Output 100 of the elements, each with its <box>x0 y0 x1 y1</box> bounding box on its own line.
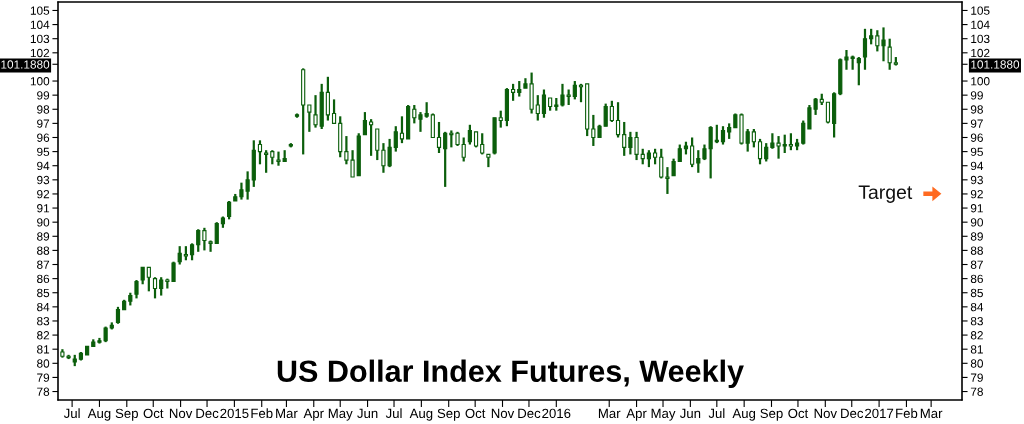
x-tick-label: May <box>328 408 353 421</box>
y2-tick-label: 88 <box>970 246 983 255</box>
x-tick-label: Aug <box>87 408 111 421</box>
x-tick-label: May <box>651 408 676 421</box>
candlestick <box>665 166 670 196</box>
candlestick <box>443 130 448 188</box>
y2-tick-label: 81 <box>970 345 983 354</box>
x-tick-label: Apr <box>626 408 647 421</box>
candlestick <box>690 136 695 169</box>
candlestick <box>325 75 330 122</box>
candlestick <box>541 88 547 119</box>
y-tick-label: 95 <box>37 147 50 156</box>
candlestick <box>782 133 787 155</box>
y2-tick-label: 101.1880 <box>971 60 1020 69</box>
y2-tick-label: 94 <box>970 161 984 171</box>
y2-tick-label: 91 <box>970 204 983 213</box>
y-tick-label: 79 <box>37 373 50 382</box>
candlestick <box>659 147 664 180</box>
y2-tick-label: 80 <box>970 359 983 368</box>
y-tick-label: 96 <box>37 133 50 142</box>
candlestick <box>152 276 158 300</box>
y-tick-label: 99 <box>37 91 50 100</box>
y-tick-label: 87 <box>37 260 50 269</box>
y2-tick-label: 95 <box>970 147 983 156</box>
y2-tick-label: 87 <box>970 260 983 269</box>
x-tick-label: Apr <box>303 408 324 421</box>
candlestick <box>177 245 182 266</box>
candlestick <box>615 101 621 139</box>
y2-tick-label: 78 <box>970 387 983 396</box>
candlestick <box>461 136 466 163</box>
y-tick-label: 80 <box>37 359 50 368</box>
y-tick-label: 81 <box>37 345 50 354</box>
y2-tick-label: 82 <box>970 331 983 340</box>
y2-tick-label: 79 <box>970 373 983 382</box>
x-tick-label: Nov <box>491 408 515 419</box>
x-tick-label: Feb <box>251 408 273 419</box>
y2-tick-label: 84 <box>970 302 984 312</box>
y-tick-label: 102 <box>30 48 50 58</box>
y-tick-label: 78 <box>37 387 50 396</box>
candlestick <box>764 142 769 163</box>
y-tick-label: 97 <box>37 119 50 128</box>
candlestick <box>535 94 540 122</box>
x-tick-label: Sep <box>115 408 138 421</box>
x-tick-label: Oct <box>465 408 486 419</box>
y-tick-label: 83 <box>37 317 50 326</box>
candlestick <box>307 103 312 133</box>
y-tick-label: 91 <box>37 204 50 213</box>
candlestick <box>436 120 442 155</box>
candlestick <box>362 110 368 136</box>
candlestick <box>196 228 201 253</box>
y2-tick-label: 105 <box>971 6 990 15</box>
y-tick-label: 92 <box>37 189 50 199</box>
candlestick <box>467 123 472 146</box>
x-tick-label: Sep <box>760 408 783 421</box>
candlestick <box>368 118 374 157</box>
y-tick-label: 105 <box>30 6 50 15</box>
candlestick <box>264 149 269 174</box>
candlestick <box>313 94 318 129</box>
candlestick <box>696 149 701 174</box>
text: US Dollar Index Futures, Weekly <box>277 359 744 389</box>
y2-tick-label: 103 <box>971 34 990 44</box>
y2-tick-label: 83 <box>970 317 983 326</box>
candlestick <box>720 125 726 146</box>
candlestick <box>751 127 756 149</box>
x-tick-label: Jun <box>679 408 701 419</box>
candlestick <box>430 112 435 139</box>
y-tick-label: 98 <box>37 105 50 114</box>
candlestick <box>856 55 861 87</box>
y2-tick-label: 89 <box>970 232 983 241</box>
y-tick-label: 103 <box>30 34 50 44</box>
x-tick-label: Jul <box>708 408 725 419</box>
x-tick-label: Mar <box>598 408 621 419</box>
x-tick-label: Jun <box>357 408 378 419</box>
candlestick <box>801 119 806 146</box>
x-tick-label: Nov <box>814 408 837 419</box>
candlestick <box>486 153 491 169</box>
y2-tick-label: 92 <box>970 189 983 199</box>
candlestick <box>208 239 213 253</box>
y2-tick-label: 99 <box>970 91 983 100</box>
candlestick <box>375 127 380 162</box>
y2-tick-label: 98 <box>970 105 983 114</box>
candlestick <box>887 37 892 71</box>
y-tick-label: 104 <box>30 20 50 29</box>
y-tick-label: 86 <box>37 274 50 284</box>
y-tick-label: 89 <box>37 232 50 241</box>
candlestick <box>159 276 164 297</box>
candlestick <box>399 115 405 145</box>
y2-tick-label: 100 <box>971 77 990 86</box>
y2-tick-label: 102 <box>971 48 990 58</box>
x-tick-label: Dec <box>196 408 219 419</box>
candlestick <box>214 221 219 245</box>
x-tick-label: Aug <box>732 408 756 421</box>
candlestick <box>609 99 614 124</box>
y2-tick-label: 86 <box>970 274 983 284</box>
y2-tick-label: 96 <box>970 133 983 142</box>
y2-tick-label: 97 <box>970 119 983 128</box>
y-tick-label: 85 <box>37 288 50 298</box>
x-tick-label: Feb <box>896 408 918 419</box>
candlestick <box>202 226 207 252</box>
x-tick-label: 2017 <box>865 408 894 419</box>
